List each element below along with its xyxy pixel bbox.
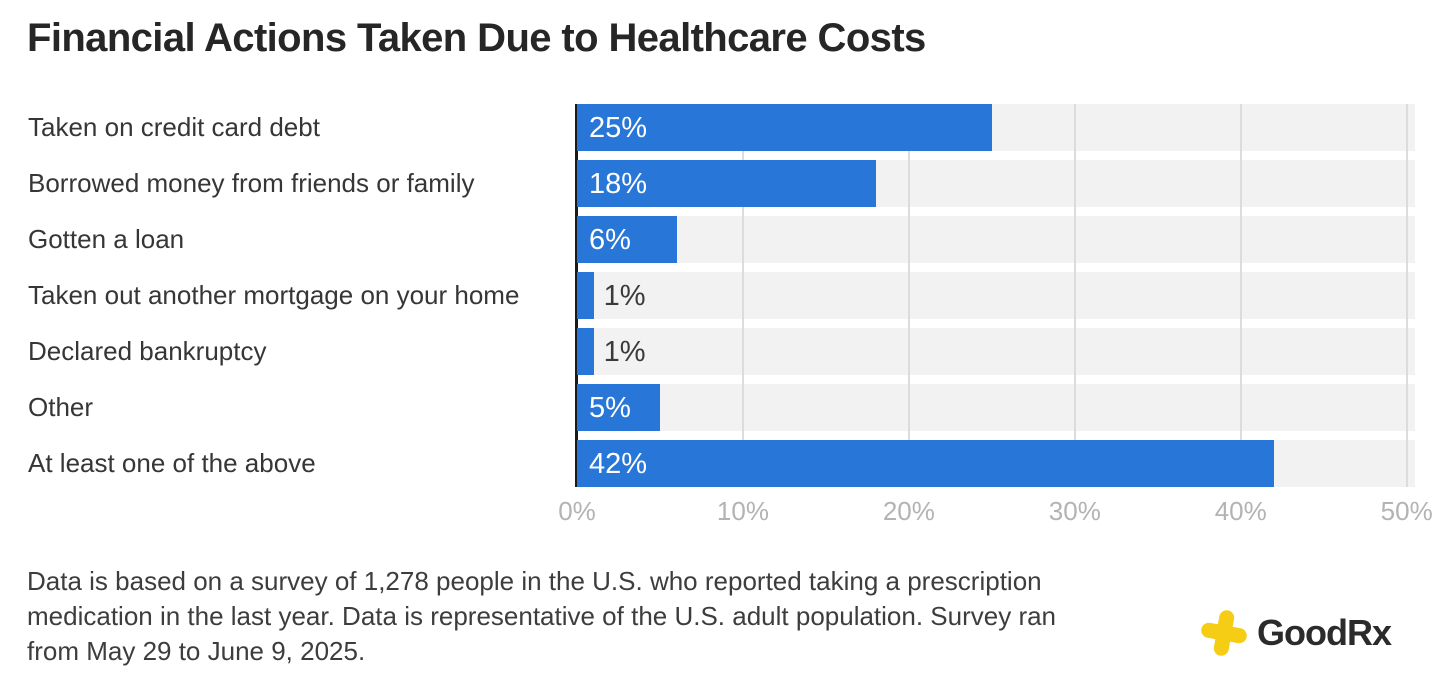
- x-axis-tick-label: 30%: [1048, 496, 1101, 526]
- row-track: [577, 272, 1415, 319]
- source-note-line: medication in the last year. Data is rep…: [27, 601, 1057, 631]
- bar: [577, 160, 876, 207]
- row-track: [577, 216, 1415, 263]
- category-label: Declared bankruptcy: [28, 336, 267, 366]
- bar-value-label: 18%: [589, 168, 648, 200]
- category-label: Taken on credit card debt: [28, 112, 320, 142]
- x-axis-tick-label: 20%: [882, 496, 935, 526]
- category-label: At least one of the above: [28, 448, 316, 478]
- goodrx-cross-icon: [1201, 610, 1247, 656]
- gridline: [1239, 104, 1242, 487]
- row-track: [577, 328, 1415, 375]
- gridline: [1073, 104, 1076, 487]
- row-track: [577, 384, 1415, 431]
- bar: [577, 440, 1274, 487]
- bar-value-label: 6%: [589, 224, 631, 256]
- x-axis-tick-label: 40%: [1214, 496, 1267, 526]
- bar: [577, 384, 660, 431]
- x-axis-tick-label: 0%: [558, 496, 596, 526]
- bar-value-label: 25%: [589, 112, 648, 144]
- bar: [577, 328, 594, 375]
- chart-title: Financial Actions Taken Due to Healthcar…: [27, 16, 926, 60]
- bar-value-label: 1%: [603, 336, 646, 368]
- bar-value-label: 5%: [589, 392, 631, 424]
- goodrx-wordmark: GoodRx: [1257, 612, 1392, 653]
- category-label: Borrowed money from friends or family: [28, 168, 475, 198]
- y-axis-line: [575, 104, 578, 487]
- source-note-line: Data is based on a survey of 1,278 peopl…: [27, 566, 1042, 596]
- source-note-line: from May 29 to June 9, 2025.: [27, 636, 366, 666]
- bar: [577, 216, 677, 263]
- bar: [577, 104, 992, 151]
- source-note: Data is based on a survey of 1,278 peopl…: [27, 564, 1056, 669]
- bar-value-label: 42%: [589, 448, 648, 480]
- category-label: Gotten a loan: [28, 224, 185, 254]
- gridline: [1405, 104, 1408, 487]
- x-axis-tick-label: 50%: [1380, 496, 1433, 526]
- category-label: Taken out another mortgage on your home: [28, 280, 520, 310]
- gridline: [741, 104, 744, 487]
- goodrx-logo: GoodRx: [1198, 604, 1392, 662]
- category-label: Other: [28, 392, 94, 422]
- gridline: [907, 104, 910, 487]
- bar-value-label: 1%: [603, 280, 646, 312]
- x-axis-tick-label: 10%: [716, 496, 769, 526]
- bar-chart: Taken on credit card debt 25% Borrowed mon…: [0, 104, 1440, 536]
- bar: [577, 272, 594, 319]
